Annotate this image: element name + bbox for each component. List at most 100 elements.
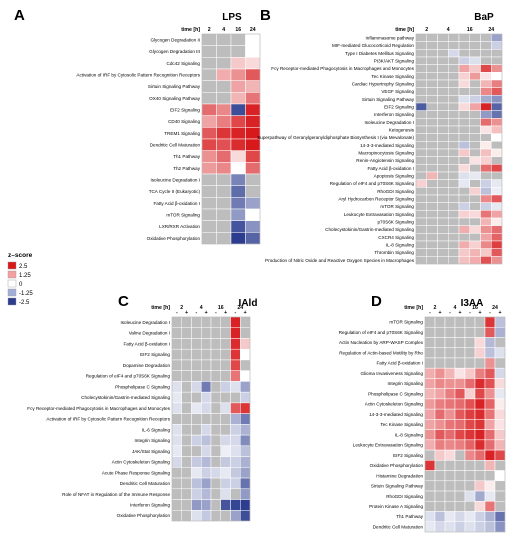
heatmap-cell xyxy=(181,467,192,479)
heatmap-cell xyxy=(426,256,438,265)
heatmap-cell xyxy=(474,337,486,348)
heatmap-cell xyxy=(444,347,456,359)
heatmap-cell xyxy=(434,419,446,430)
heatmap-cell xyxy=(444,429,456,441)
heatmap-cell xyxy=(181,359,192,371)
heatmap-cell xyxy=(426,118,438,127)
heatmap-cell xyxy=(474,347,486,359)
heatmap-cell xyxy=(191,316,202,328)
heatmap-cell xyxy=(230,467,241,479)
pathway-label: Aryl Hydrocarbon Receptor Signaling xyxy=(338,196,414,201)
pathway-label: Production of Nitric Oxide and Reactive … xyxy=(265,258,415,263)
heatmap-cell xyxy=(491,110,503,119)
heatmap-cell xyxy=(201,220,217,233)
heatmap-cell xyxy=(415,225,427,234)
heatmap-cell xyxy=(448,194,460,203)
heatmap-cell xyxy=(437,194,449,203)
pathway-label: CD40 Signaling xyxy=(168,119,200,124)
heatmap-cell xyxy=(437,187,449,196)
heatmap-cell xyxy=(245,220,261,233)
heatmap-cell xyxy=(474,521,486,533)
heatmap-cell xyxy=(171,413,182,425)
heatmap-cell xyxy=(480,148,492,157)
heatmap-cell xyxy=(484,511,496,523)
heatmap-cell xyxy=(474,419,486,430)
pathway-label: Fatty Acid β-oxidation I xyxy=(367,166,414,171)
heatmap-cell xyxy=(230,434,241,447)
heatmap-cell xyxy=(484,480,496,492)
heatmap-cell xyxy=(201,185,217,198)
heatmap-cell xyxy=(201,197,217,210)
treatment-tick-label: - xyxy=(176,310,178,316)
heatmap-cell xyxy=(454,490,466,502)
heatmap-cell xyxy=(484,347,496,359)
heatmap-cell xyxy=(191,467,202,479)
heatmap-cell xyxy=(458,102,470,111)
heatmap-cell xyxy=(434,378,446,389)
heatmap-cell xyxy=(464,408,476,420)
pathway-label: Renin-Angiotensin Signaling xyxy=(356,158,414,163)
heatmap-cell xyxy=(426,95,438,104)
heatmap-cell xyxy=(216,150,232,163)
heatmap-cell xyxy=(444,326,456,338)
heatmap-cell xyxy=(191,338,202,350)
heatmap-cell xyxy=(494,357,506,369)
heatmap-cell xyxy=(437,56,449,65)
heatmap-cell xyxy=(448,102,460,111)
heatmap-cell xyxy=(444,357,456,369)
pathway-label: Tec Kinase Signaling xyxy=(380,422,423,427)
heatmap-cell xyxy=(464,449,476,461)
heatmap-cell xyxy=(230,33,246,46)
legend-swatch xyxy=(7,288,17,297)
heatmap-cell xyxy=(448,210,460,219)
heatmap-cell xyxy=(458,187,470,196)
heatmap-cell xyxy=(454,480,466,492)
heatmap-cell xyxy=(240,316,251,328)
time-tick-label: 4 xyxy=(454,305,457,311)
heatmap-cell xyxy=(240,370,251,382)
heatmap-cell xyxy=(458,240,470,249)
heatmap-cell xyxy=(480,133,492,142)
heatmap-cell xyxy=(484,316,496,328)
heatmap-cell xyxy=(484,357,496,369)
heatmap-cell xyxy=(426,210,438,219)
heatmap-cell xyxy=(426,133,438,142)
heatmap-cell xyxy=(480,256,492,265)
heatmap-cell xyxy=(480,164,492,173)
heatmap-cell xyxy=(415,210,427,219)
pathway-label: IL-8 Signaling xyxy=(386,242,415,247)
heatmap-cell xyxy=(434,470,446,482)
heatmap-cell xyxy=(480,194,492,203)
treatment-tick-label: + xyxy=(478,310,481,316)
heatmap-cell xyxy=(464,388,476,400)
heatmap-cell xyxy=(201,316,212,328)
heatmap-cell xyxy=(426,225,438,234)
time-tick-label: 2 xyxy=(434,305,437,311)
pathway-label: Th2 Pathway xyxy=(173,166,201,171)
heatmap-cell xyxy=(491,164,503,173)
heatmap-cell xyxy=(448,87,460,96)
heatmap-cell xyxy=(491,125,503,134)
heatmap-cell xyxy=(474,398,486,410)
heatmap-cell xyxy=(491,202,503,211)
heatmap-cell xyxy=(474,460,486,471)
heatmap-cell xyxy=(448,79,460,88)
heatmap-cell xyxy=(415,79,427,88)
heatmap-cell xyxy=(230,57,246,70)
time-tick-label: 2 xyxy=(180,305,183,311)
heatmap-cell xyxy=(201,456,212,468)
heatmap-cell xyxy=(480,156,492,165)
legend-swatch xyxy=(7,279,17,288)
heatmap-cell xyxy=(437,41,449,50)
pathway-label: Th1 Pathway xyxy=(396,514,424,519)
heatmap-cell xyxy=(444,439,456,451)
heatmap-cell xyxy=(444,511,456,523)
heatmap-cell xyxy=(220,488,231,500)
heatmap-cell xyxy=(424,357,436,369)
heatmap-cell xyxy=(424,470,436,482)
heatmap-cell xyxy=(415,248,427,257)
pathway-label: Superpathway of Geranylgeranyldiphosphat… xyxy=(257,135,414,140)
heatmap-cell xyxy=(426,41,438,50)
pathway-label: Tec Kinase Signaling xyxy=(371,74,414,79)
heatmap-cell xyxy=(230,80,246,93)
